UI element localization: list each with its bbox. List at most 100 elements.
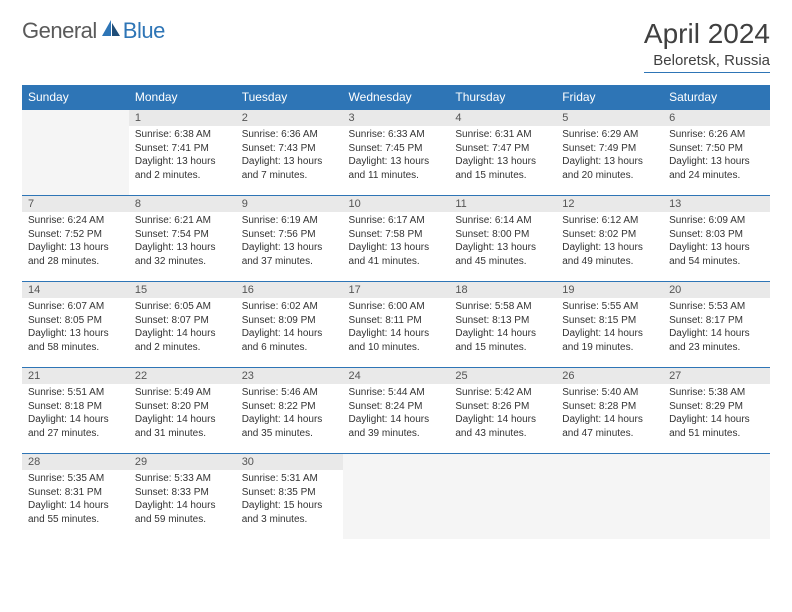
day-number: 29 — [129, 454, 236, 470]
day-details: Sunrise: 6:31 AMSunset: 7:47 PMDaylight:… — [449, 126, 556, 184]
weekday-header: Tuesday — [236, 85, 343, 109]
day-number: 24 — [343, 368, 450, 384]
day-cell: 11Sunrise: 6:14 AMSunset: 8:00 PMDayligh… — [449, 195, 556, 281]
calendar-row: 14Sunrise: 6:07 AMSunset: 8:05 PMDayligh… — [22, 281, 770, 367]
day-number: 20 — [663, 282, 770, 298]
day-details: Sunrise: 6:21 AMSunset: 7:54 PMDaylight:… — [129, 212, 236, 270]
day-cell: 13Sunrise: 6:09 AMSunset: 8:03 PMDayligh… — [663, 195, 770, 281]
empty-cell — [22, 109, 129, 195]
day-cell: 10Sunrise: 6:17 AMSunset: 7:58 PMDayligh… — [343, 195, 450, 281]
weekday-header: Monday — [129, 85, 236, 109]
day-number: 2 — [236, 110, 343, 126]
calendar-row: 1Sunrise: 6:38 AMSunset: 7:41 PMDaylight… — [22, 109, 770, 195]
day-number: 10 — [343, 196, 450, 212]
calendar-body: 1Sunrise: 6:38 AMSunset: 7:41 PMDaylight… — [22, 109, 770, 539]
day-number: 7 — [22, 196, 129, 212]
day-details: Sunrise: 6:14 AMSunset: 8:00 PMDaylight:… — [449, 212, 556, 270]
day-cell: 2Sunrise: 6:36 AMSunset: 7:43 PMDaylight… — [236, 109, 343, 195]
empty-cell — [663, 453, 770, 539]
logo-text-general: General — [22, 18, 97, 44]
day-cell: 26Sunrise: 5:40 AMSunset: 8:28 PMDayligh… — [556, 367, 663, 453]
day-number: 25 — [449, 368, 556, 384]
weekday-header: Saturday — [663, 85, 770, 109]
day-details: Sunrise: 5:31 AMSunset: 8:35 PMDaylight:… — [236, 470, 343, 528]
day-cell: 30Sunrise: 5:31 AMSunset: 8:35 PMDayligh… — [236, 453, 343, 539]
logo-sail-icon — [101, 19, 121, 42]
day-number: 27 — [663, 368, 770, 384]
day-number: 5 — [556, 110, 663, 126]
weekday-header: Friday — [556, 85, 663, 109]
day-details: Sunrise: 5:38 AMSunset: 8:29 PMDaylight:… — [663, 384, 770, 442]
weekday-header: Wednesday — [343, 85, 450, 109]
day-number: 28 — [22, 454, 129, 470]
day-details: Sunrise: 6:02 AMSunset: 8:09 PMDaylight:… — [236, 298, 343, 356]
month-title: April 2024 — [644, 18, 770, 50]
day-details: Sunrise: 5:53 AMSunset: 8:17 PMDaylight:… — [663, 298, 770, 356]
logo: General Blue — [22, 18, 165, 44]
day-number: 19 — [556, 282, 663, 298]
day-details: Sunrise: 5:51 AMSunset: 8:18 PMDaylight:… — [22, 384, 129, 442]
day-details: Sunrise: 5:58 AMSunset: 8:13 PMDaylight:… — [449, 298, 556, 356]
day-cell: 22Sunrise: 5:49 AMSunset: 8:20 PMDayligh… — [129, 367, 236, 453]
title-block: April 2024 Beloretsk, Russia — [644, 18, 770, 73]
day-number: 26 — [556, 368, 663, 384]
day-cell: 19Sunrise: 5:55 AMSunset: 8:15 PMDayligh… — [556, 281, 663, 367]
day-number: 6 — [663, 110, 770, 126]
day-number: 4 — [449, 110, 556, 126]
day-cell: 17Sunrise: 6:00 AMSunset: 8:11 PMDayligh… — [343, 281, 450, 367]
day-cell: 9Sunrise: 6:19 AMSunset: 7:56 PMDaylight… — [236, 195, 343, 281]
calendar-row: 7Sunrise: 6:24 AMSunset: 7:52 PMDaylight… — [22, 195, 770, 281]
day-cell: 12Sunrise: 6:12 AMSunset: 8:02 PMDayligh… — [556, 195, 663, 281]
day-details: Sunrise: 5:35 AMSunset: 8:31 PMDaylight:… — [22, 470, 129, 528]
weekday-header: Sunday — [22, 85, 129, 109]
day-details: Sunrise: 6:17 AMSunset: 7:58 PMDaylight:… — [343, 212, 450, 270]
day-cell: 18Sunrise: 5:58 AMSunset: 8:13 PMDayligh… — [449, 281, 556, 367]
day-cell: 20Sunrise: 5:53 AMSunset: 8:17 PMDayligh… — [663, 281, 770, 367]
day-number: 8 — [129, 196, 236, 212]
day-number: 12 — [556, 196, 663, 212]
day-details: Sunrise: 5:44 AMSunset: 8:24 PMDaylight:… — [343, 384, 450, 442]
day-number: 21 — [22, 368, 129, 384]
day-cell: 28Sunrise: 5:35 AMSunset: 8:31 PMDayligh… — [22, 453, 129, 539]
day-details: Sunrise: 6:12 AMSunset: 8:02 PMDaylight:… — [556, 212, 663, 270]
day-details: Sunrise: 6:38 AMSunset: 7:41 PMDaylight:… — [129, 126, 236, 184]
day-details: Sunrise: 5:55 AMSunset: 8:15 PMDaylight:… — [556, 298, 663, 356]
day-details: Sunrise: 6:19 AMSunset: 7:56 PMDaylight:… — [236, 212, 343, 270]
day-number: 23 — [236, 368, 343, 384]
empty-cell — [556, 453, 663, 539]
day-cell: 8Sunrise: 6:21 AMSunset: 7:54 PMDaylight… — [129, 195, 236, 281]
weekday-header-row: SundayMondayTuesdayWednesdayThursdayFrid… — [22, 85, 770, 109]
day-number: 17 — [343, 282, 450, 298]
day-cell: 25Sunrise: 5:42 AMSunset: 8:26 PMDayligh… — [449, 367, 556, 453]
day-cell: 29Sunrise: 5:33 AMSunset: 8:33 PMDayligh… — [129, 453, 236, 539]
empty-cell — [343, 453, 450, 539]
header: General Blue April 2024 Beloretsk, Russi… — [22, 18, 770, 73]
day-details: Sunrise: 5:40 AMSunset: 8:28 PMDaylight:… — [556, 384, 663, 442]
day-number: 14 — [22, 282, 129, 298]
day-cell: 6Sunrise: 6:26 AMSunset: 7:50 PMDaylight… — [663, 109, 770, 195]
day-number: 30 — [236, 454, 343, 470]
day-number: 15 — [129, 282, 236, 298]
day-cell: 7Sunrise: 6:24 AMSunset: 7:52 PMDaylight… — [22, 195, 129, 281]
day-cell: 5Sunrise: 6:29 AMSunset: 7:49 PMDaylight… — [556, 109, 663, 195]
day-cell: 3Sunrise: 6:33 AMSunset: 7:45 PMDaylight… — [343, 109, 450, 195]
day-details: Sunrise: 6:36 AMSunset: 7:43 PMDaylight:… — [236, 126, 343, 184]
calendar-row: 28Sunrise: 5:35 AMSunset: 8:31 PMDayligh… — [22, 453, 770, 539]
location: Beloretsk, Russia — [644, 52, 770, 73]
day-number: 3 — [343, 110, 450, 126]
day-number: 13 — [663, 196, 770, 212]
day-details: Sunrise: 6:05 AMSunset: 8:07 PMDaylight:… — [129, 298, 236, 356]
day-details: Sunrise: 5:46 AMSunset: 8:22 PMDaylight:… — [236, 384, 343, 442]
day-details: Sunrise: 6:07 AMSunset: 8:05 PMDaylight:… — [22, 298, 129, 356]
day-number: 22 — [129, 368, 236, 384]
day-details: Sunrise: 6:26 AMSunset: 7:50 PMDaylight:… — [663, 126, 770, 184]
day-cell: 21Sunrise: 5:51 AMSunset: 8:18 PMDayligh… — [22, 367, 129, 453]
empty-cell — [449, 453, 556, 539]
calendar-row: 21Sunrise: 5:51 AMSunset: 8:18 PMDayligh… — [22, 367, 770, 453]
logo-text-blue: Blue — [123, 18, 165, 44]
day-cell: 1Sunrise: 6:38 AMSunset: 7:41 PMDaylight… — [129, 109, 236, 195]
day-cell: 16Sunrise: 6:02 AMSunset: 8:09 PMDayligh… — [236, 281, 343, 367]
day-cell: 23Sunrise: 5:46 AMSunset: 8:22 PMDayligh… — [236, 367, 343, 453]
day-cell: 14Sunrise: 6:07 AMSunset: 8:05 PMDayligh… — [22, 281, 129, 367]
day-cell: 15Sunrise: 6:05 AMSunset: 8:07 PMDayligh… — [129, 281, 236, 367]
